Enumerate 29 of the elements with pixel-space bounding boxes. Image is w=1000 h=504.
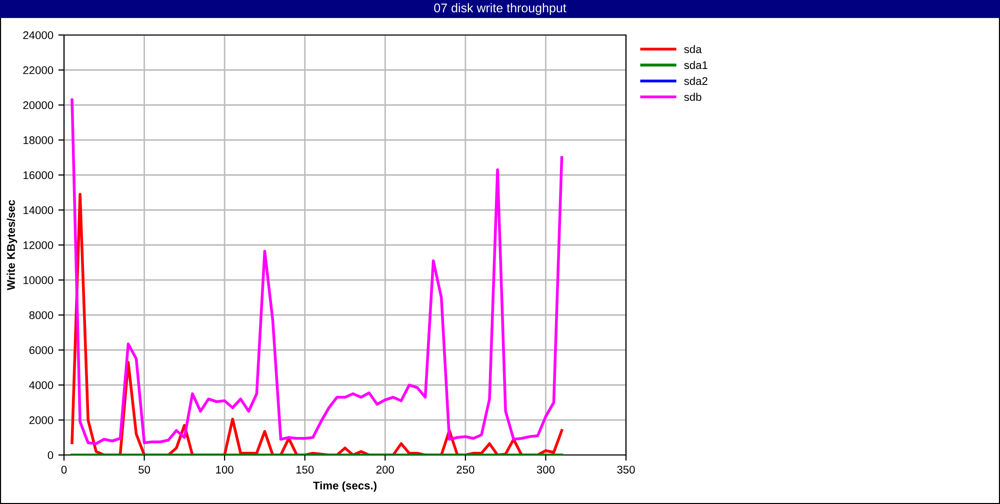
y-tick-label: 4000 xyxy=(29,381,54,390)
legend-label: sda1 xyxy=(684,60,708,70)
x-tick-label: 250 xyxy=(456,466,474,474)
legend-label: sda xyxy=(684,45,702,54)
x-tick-label: 100 xyxy=(216,466,234,474)
chart-title: 07 disk write throughput xyxy=(434,3,566,15)
x-tick-label: 350 xyxy=(617,466,635,474)
y-tick-label: 18000 xyxy=(24,136,54,144)
y-axis-title: Write KBytes/sec xyxy=(6,200,18,290)
y-tick-label: 16000 xyxy=(24,171,54,180)
y-tick-label: 20000 xyxy=(23,101,54,110)
x-tick-label: 0 xyxy=(61,466,67,474)
y-tick-label: 10000 xyxy=(24,276,54,284)
y-tick-label: 0 xyxy=(48,451,54,460)
y-tick-label: 12000 xyxy=(24,241,54,250)
line-series xyxy=(70,98,564,446)
x-axis-title: Time (secs.) xyxy=(313,481,376,492)
y-tick-label: 6000 xyxy=(29,346,54,354)
y-tick-label: 14000 xyxy=(24,206,54,214)
y-tick-label: 24000 xyxy=(23,31,54,40)
y-tick-label: 22000 xyxy=(23,66,54,74)
y-tick-label: 8000 xyxy=(29,311,54,320)
x-tick-label: 50 xyxy=(138,466,150,474)
x-tick-label: 300 xyxy=(536,466,555,474)
x-tick-label: 150 xyxy=(296,466,314,474)
y-tick-label: 2000 xyxy=(29,416,54,424)
x-tick-label: 200 xyxy=(376,466,394,474)
legend-label: sdb xyxy=(684,92,702,101)
legend-label: sda2 xyxy=(684,76,708,85)
